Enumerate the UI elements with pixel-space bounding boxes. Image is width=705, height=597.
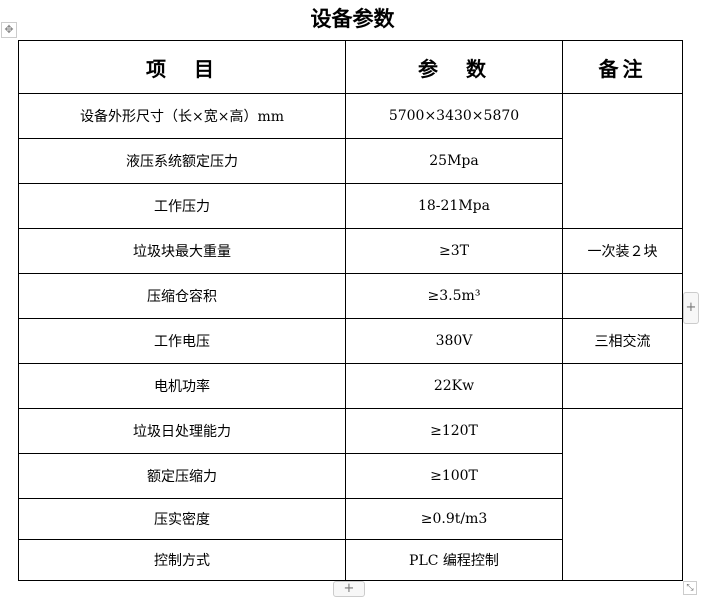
add-row-button[interactable]: + bbox=[333, 581, 365, 597]
add-column-button[interactable]: + bbox=[683, 292, 699, 324]
table-resize-handle-icon[interactable]: ⤡ bbox=[683, 581, 697, 595]
table-row: 电机功率 22Kw bbox=[18, 363, 683, 409]
param-cell: 25Mpa bbox=[345, 138, 563, 184]
param-cell: ≥120T bbox=[345, 408, 563, 454]
note-cell bbox=[562, 93, 683, 229]
note-cell bbox=[562, 363, 683, 409]
item-cell: 垃圾日处理能力 bbox=[18, 408, 346, 454]
param-cell: PLC 编程控制 bbox=[345, 539, 563, 581]
item-cell: 压实密度 bbox=[18, 498, 346, 540]
item-cell: 工作电压 bbox=[18, 318, 346, 364]
item-cell: 垃圾块最大重量 bbox=[18, 228, 346, 274]
note-cell: 一次装２块 bbox=[562, 228, 683, 274]
table-row: 压实密度 ≥0.9t/m3 bbox=[18, 498, 683, 540]
table-row: 工作压力 18-21Mpa bbox=[18, 183, 683, 229]
table-row: 垃圾块最大重量 ≥3T 一次装２块 bbox=[18, 228, 683, 274]
note-cell bbox=[562, 408, 683, 581]
table-row: 液压系统额定压力 25Mpa bbox=[18, 138, 683, 184]
table-header-row: 项 目 参 数 备注 bbox=[18, 40, 683, 94]
header-item: 项 目 bbox=[18, 40, 346, 94]
item-cell: 额定压缩力 bbox=[18, 453, 346, 499]
item-cell: 设备外形尺寸（长×宽×高）mm bbox=[18, 93, 346, 139]
param-cell: 5700×3430×5870 bbox=[345, 93, 563, 139]
param-cell: ≥0.9t/m3 bbox=[345, 498, 563, 540]
table-move-handle-icon[interactable]: ✥ bbox=[1, 22, 17, 38]
param-cell: 380V bbox=[345, 318, 563, 364]
param-cell: ≥3.5m³ bbox=[345, 273, 563, 319]
note-cell bbox=[562, 273, 683, 319]
item-cell: 压缩仓容积 bbox=[18, 273, 346, 319]
table-row: 控制方式 PLC 编程控制 bbox=[18, 539, 683, 581]
param-cell: ≥100T bbox=[345, 453, 563, 499]
item-cell: 电机功率 bbox=[18, 363, 346, 409]
header-note: 备注 bbox=[562, 40, 683, 94]
table-row: 垃圾日处理能力 ≥120T bbox=[18, 408, 683, 581]
table-row: 额定压缩力 ≥100T bbox=[18, 453, 683, 499]
document-title: 设备参数 bbox=[310, 7, 395, 31]
note-cell: 三相交流 bbox=[562, 318, 683, 364]
header-param: 参 数 bbox=[345, 40, 563, 94]
parameter-table: 项 目 参 数 备注 设备外形尺寸（长×宽×高）mm 5700×3430×587… bbox=[18, 40, 683, 581]
item-cell: 工作压力 bbox=[18, 183, 346, 229]
param-cell: 22Kw bbox=[345, 363, 563, 409]
table-row: 设备外形尺寸（长×宽×高）mm 5700×3430×5870 bbox=[18, 93, 683, 229]
item-cell: 控制方式 bbox=[18, 539, 346, 581]
param-cell: ≥3T bbox=[345, 228, 563, 274]
item-cell: 液压系统额定压力 bbox=[18, 138, 346, 184]
param-cell: 18-21Mpa bbox=[345, 183, 563, 229]
table-row: 压缩仓容积 ≥3.5m³ bbox=[18, 273, 683, 319]
table-row: 工作电压 380V 三相交流 bbox=[18, 318, 683, 364]
